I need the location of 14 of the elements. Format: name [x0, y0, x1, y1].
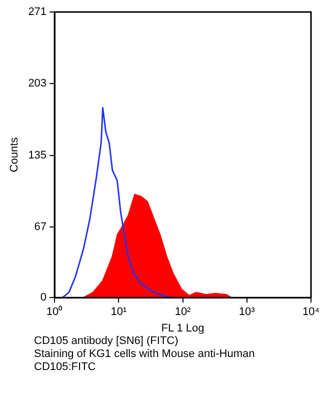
- x-tick-label: 10³: [238, 306, 256, 318]
- x-tick-label: 10⁰: [46, 305, 63, 318]
- text: Staining of KG1 cells with Mouse anti-Human CD105:FITC: [34, 348, 256, 374]
- y-tick-label: 135: [28, 149, 47, 162]
- x-axis-title: FL 1 Log: [161, 322, 204, 334]
- y-tick-label: 203: [28, 78, 47, 90]
- y-tick-label: 67: [34, 221, 47, 234]
- y-tick-label: 0: [40, 292, 47, 304]
- y-axis-title: Counts: [8, 136, 21, 172]
- text: CD105 antibody [SN6] (FITC): [34, 335, 180, 348]
- y-tick-label: 271: [28, 6, 47, 18]
- x-tick-label: 10⁴: [302, 306, 320, 318]
- x-tick-label: 10¹: [110, 306, 127, 318]
- x-tick-label: 10²: [174, 306, 192, 318]
